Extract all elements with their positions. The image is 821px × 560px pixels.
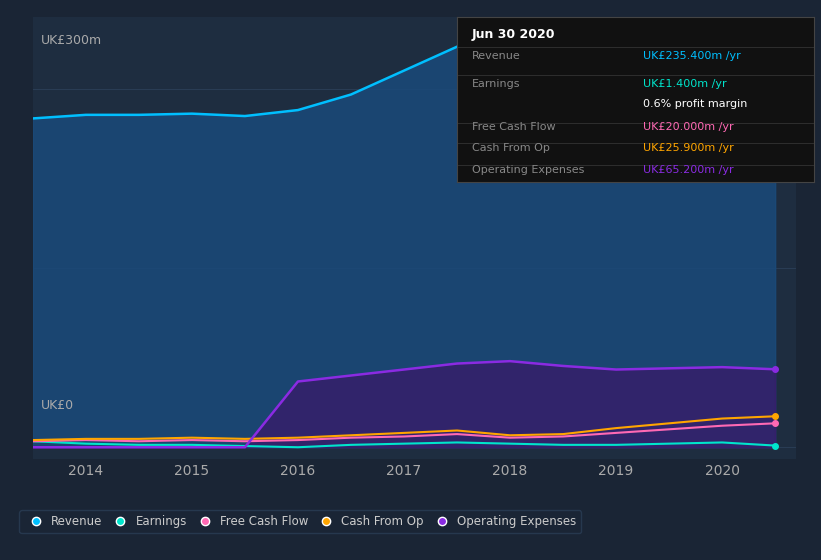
Text: UK£300m: UK£300m [40,35,102,48]
Text: Revenue: Revenue [471,52,521,62]
Text: UK£25.900m /yr: UK£25.900m /yr [643,143,734,153]
Text: UK£65.200m /yr: UK£65.200m /yr [643,165,734,175]
Text: Operating Expenses: Operating Expenses [471,165,584,175]
Text: UK£235.400m /yr: UK£235.400m /yr [643,52,741,62]
Text: Cash From Op: Cash From Op [471,143,549,153]
Text: UK£1.400m /yr: UK£1.400m /yr [643,78,727,88]
Text: Free Cash Flow: Free Cash Flow [471,122,555,132]
Text: UK£0: UK£0 [40,399,74,413]
Text: Jun 30 2020: Jun 30 2020 [471,29,555,41]
Text: 0.6% profit margin: 0.6% profit margin [643,99,747,109]
Text: Earnings: Earnings [471,78,520,88]
Text: UK£20.000m /yr: UK£20.000m /yr [643,122,734,132]
Legend: Revenue, Earnings, Free Cash Flow, Cash From Op, Operating Expenses: Revenue, Earnings, Free Cash Flow, Cash … [19,511,581,533]
